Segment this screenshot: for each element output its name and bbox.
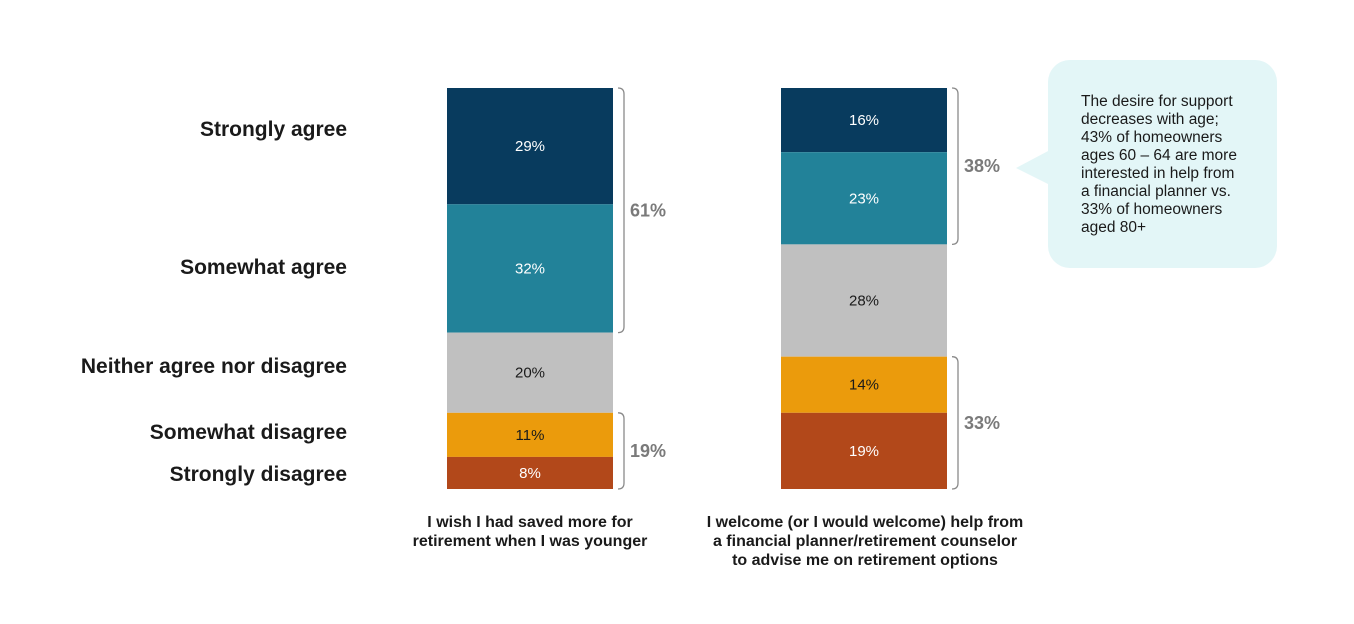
bar-2-caption: I welcome (or I would welcome) help from… bbox=[680, 513, 1050, 570]
callout-text: The desire for support decreases with ag… bbox=[1081, 93, 1271, 237]
bar-value-label: 28% bbox=[849, 293, 879, 310]
callout-line: 43% of homeowners bbox=[1081, 129, 1223, 146]
bracket bbox=[617, 412, 625, 490]
bar-2-caption-line: to advise me on retirement options bbox=[732, 552, 998, 569]
bar-2-caption-line: a financial planner/retirement counselor bbox=[712, 533, 1018, 550]
callout-pointer bbox=[1016, 150, 1050, 185]
bar-1-caption-line: retirement when I was younger bbox=[412, 533, 648, 550]
bar-value-label: 14% bbox=[849, 377, 879, 394]
bar-segment bbox=[447, 88, 613, 205]
category-label: Neither agree nor disagree bbox=[81, 355, 347, 378]
bar-value-label: 32% bbox=[515, 260, 545, 277]
bracket bbox=[951, 356, 959, 490]
bars: 29% 32% 20% 11% 8% 61% 19% 16% 23% 28% 14% 19% 38% 33… bbox=[447, 87, 1000, 490]
callout-line: aged 80+ bbox=[1081, 219, 1147, 236]
bar-value-label: 11% bbox=[516, 427, 545, 444]
category-label: Strongly disagree bbox=[170, 463, 347, 486]
callout-line: interested in help from bbox=[1081, 165, 1235, 182]
category-label: Somewhat agree bbox=[180, 256, 347, 279]
bar-segment bbox=[781, 152, 947, 245]
bar-segment bbox=[447, 456, 613, 489]
bar-2-caption-line: I welcome (or I would welcome) help from bbox=[706, 514, 1024, 531]
bracket-label: 38% bbox=[964, 156, 1000, 176]
bar-segment bbox=[447, 332, 613, 413]
bar-segment bbox=[447, 412, 613, 457]
category-label: Strongly agree bbox=[200, 118, 347, 141]
bar-value-label: 8% bbox=[519, 465, 541, 482]
callout-line: ages 60 – 64 are more bbox=[1081, 147, 1237, 164]
bracket-label: 61% bbox=[630, 200, 666, 220]
callout-line: 33% of homeowners bbox=[1081, 201, 1223, 218]
callout-box: The desire for support decreases with ag… bbox=[1048, 60, 1277, 268]
callout-line: The desire for support bbox=[1081, 93, 1233, 110]
bar-1-caption: I wish I had saved more for retirement w… bbox=[395, 513, 665, 551]
bar-value-label: 29% bbox=[515, 138, 545, 155]
bar-segment bbox=[781, 412, 947, 489]
bar-segment bbox=[781, 88, 947, 153]
bar-1-caption-line: I wish I had saved more for bbox=[427, 514, 633, 531]
bar-value-label: 16% bbox=[849, 112, 879, 129]
bar-segment bbox=[447, 204, 613, 333]
bracket-label: 33% bbox=[964, 413, 1000, 433]
category-labels: Strongly agree Somewhat agree Neither agre… bbox=[81, 118, 347, 486]
callout-line: a financial planner vs. bbox=[1081, 183, 1231, 200]
bar-1: 29% 32% 20% 11% 8% 61% 19% bbox=[447, 87, 666, 490]
bar-value-label: 23% bbox=[849, 190, 879, 207]
category-label: Somewhat disagree bbox=[150, 421, 347, 444]
callout-line: decreases with age; bbox=[1081, 111, 1219, 128]
bar-2: 16% 23% 28% 14% 19% 38% 33% bbox=[781, 87, 1000, 490]
bar-value-label: 19% bbox=[849, 443, 879, 460]
bar-value-label: 20% bbox=[515, 365, 545, 382]
bar-segment bbox=[781, 244, 947, 357]
bracket bbox=[951, 87, 959, 246]
bracket-label: 19% bbox=[630, 441, 666, 461]
bar-segment bbox=[781, 356, 947, 413]
bracket bbox=[617, 87, 625, 334]
